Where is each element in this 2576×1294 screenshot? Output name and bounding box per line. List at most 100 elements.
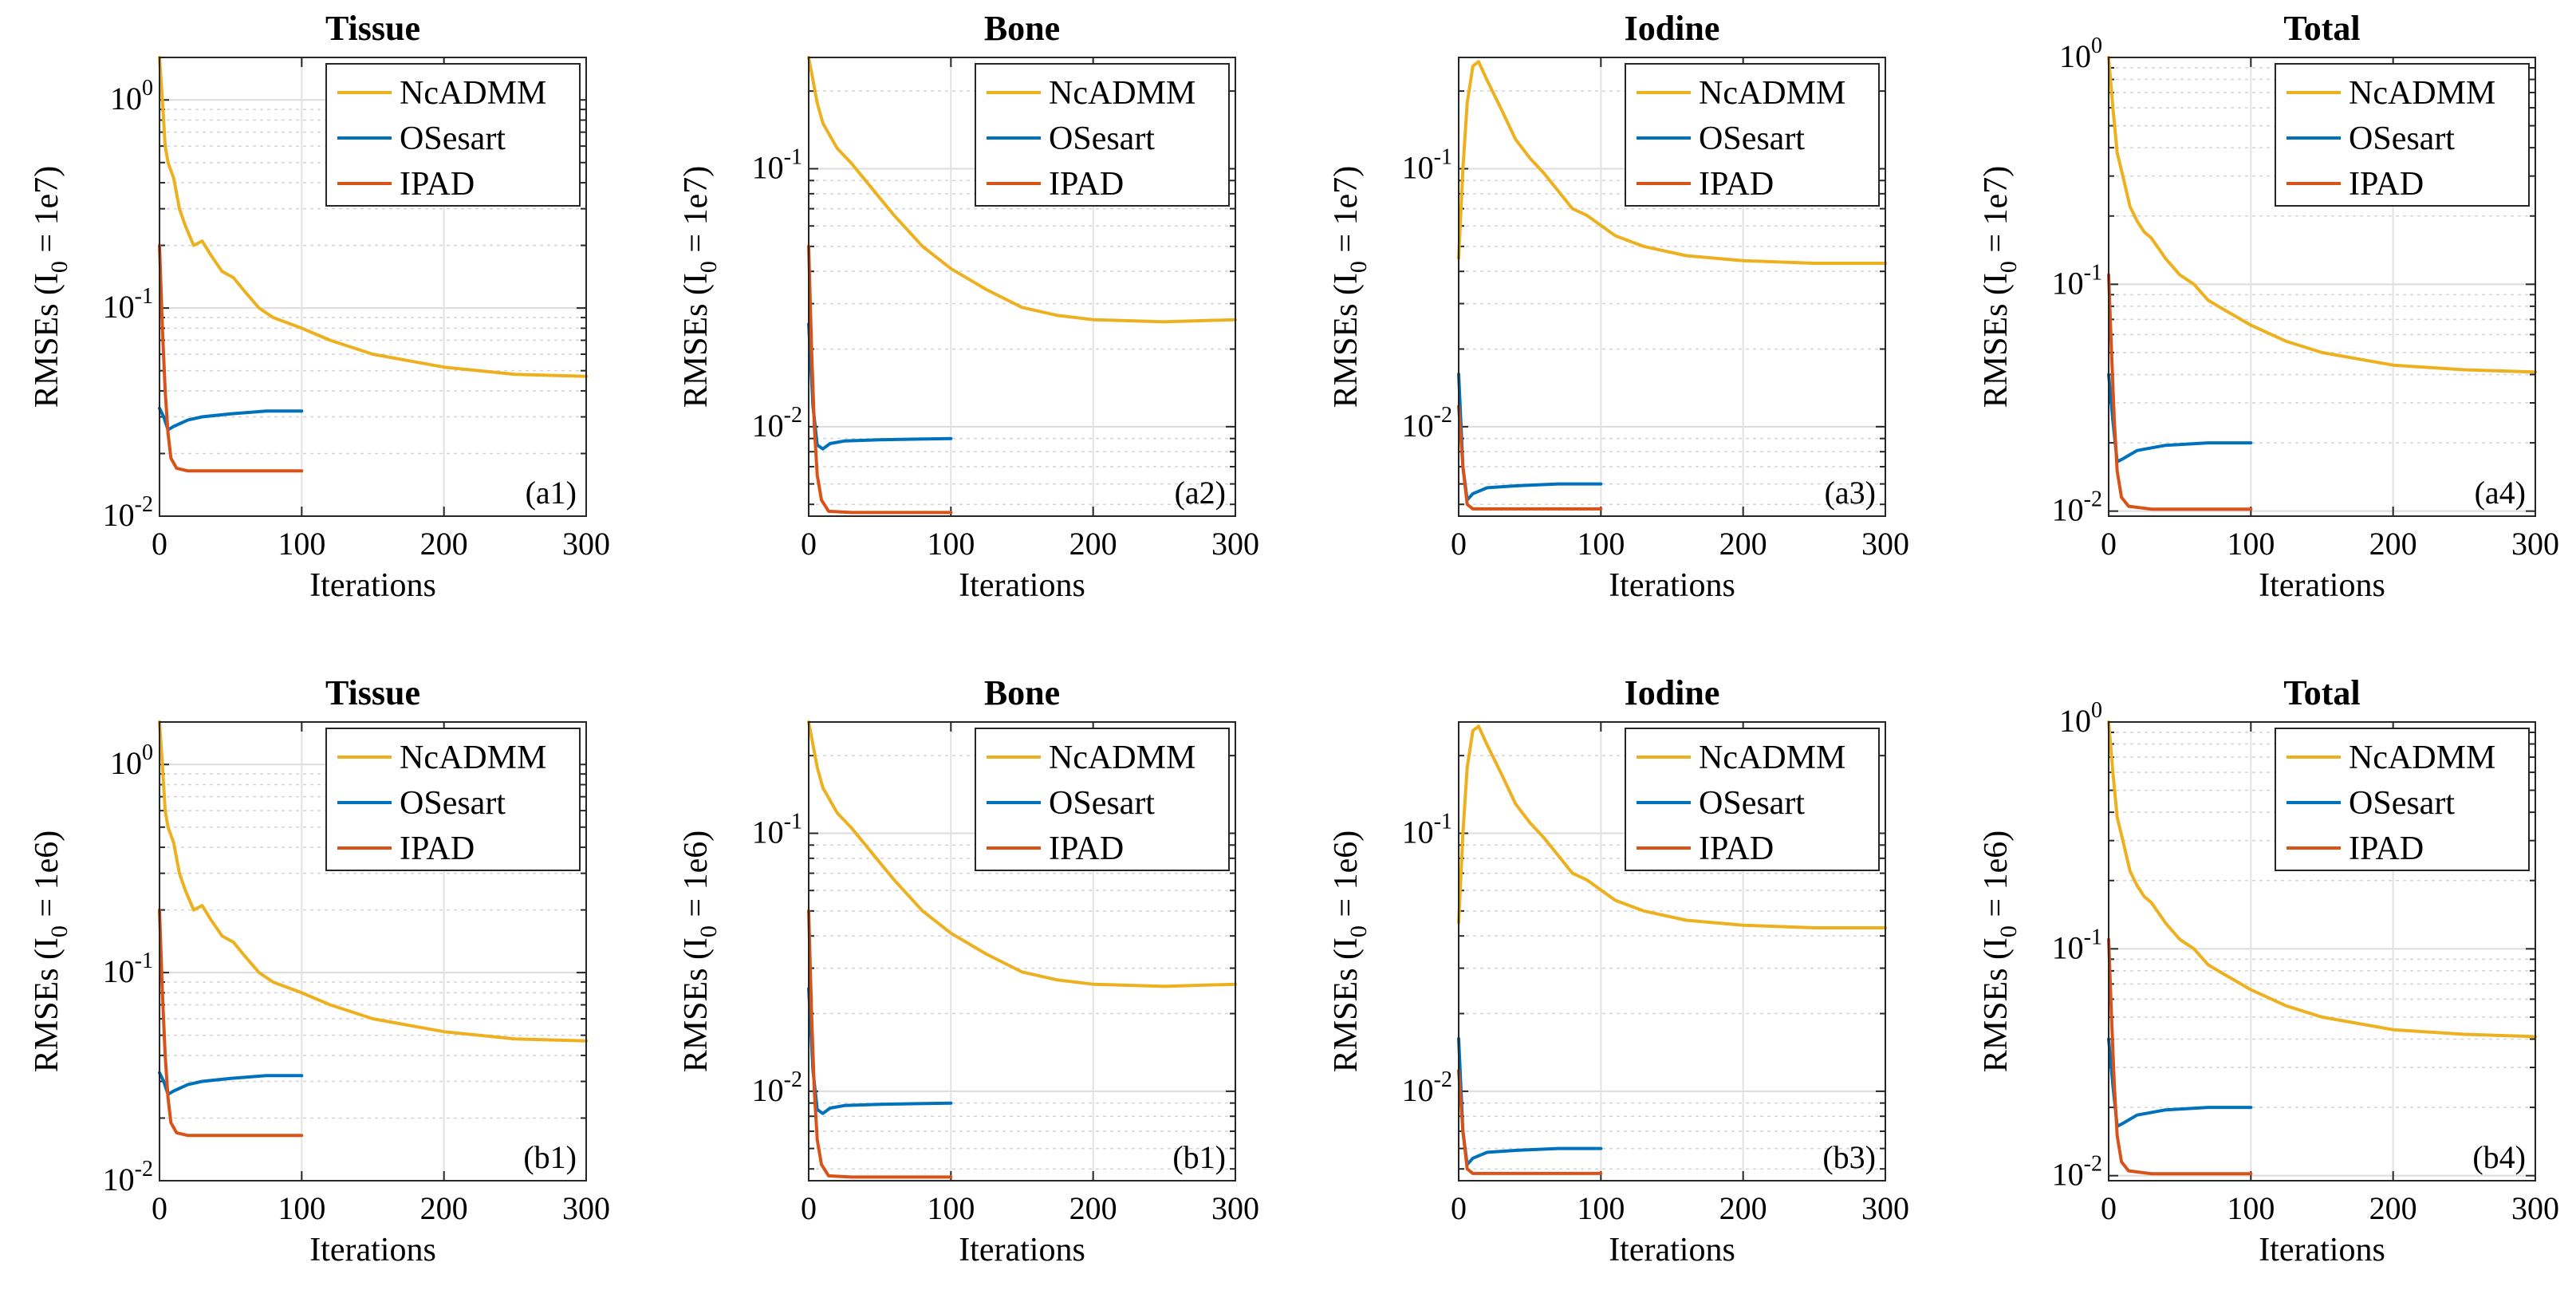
y-axis-label-prefix: RMSEs (I — [29, 937, 65, 1072]
legend: NcADMM OSesart IPAD — [325, 63, 581, 207]
legend: NcADMM OSesart IPAD — [975, 728, 1230, 871]
x-tick-label: 200 — [1069, 526, 1117, 562]
legend: NcADMM OSesart IPAD — [325, 728, 581, 871]
legend-entry-osesart: OSesart — [400, 785, 506, 822]
axes-box — [1458, 721, 1886, 1182]
y-tick-exponent: -2 — [784, 1067, 802, 1092]
x-tick-label: 300 — [1861, 526, 1909, 562]
axes-box — [2108, 57, 2536, 517]
y-axis-label: RMSEs (I0 = 1e7) — [1328, 166, 1372, 408]
y-tick-base: 10 — [2052, 265, 2084, 301]
y-tick-exponent: -1 — [1434, 809, 1452, 834]
y-tick-base: 10 — [1402, 408, 1434, 444]
y-axis-label: RMSEs (I0 = 1e7) — [678, 166, 722, 408]
y-tick-base: 10 — [752, 149, 784, 185]
x-tick-label: 200 — [1069, 1190, 1117, 1226]
panel-tag: (a1) — [526, 475, 577, 511]
series-line-ipad — [2107, 937, 2253, 1176]
series-line-ipad — [807, 244, 953, 515]
y-tick-base: 10 — [752, 1072, 784, 1108]
series-line-ncadmm — [1457, 60, 1887, 265]
y-tick-exponent: -1 — [2084, 260, 2102, 285]
x-tick-label: 0 — [1451, 526, 1467, 562]
y-axis-label-subscript: 0 — [1995, 261, 2022, 273]
legend: NcADMM OSesart IPAD — [2275, 728, 2530, 871]
legend-entry-ncadmm: NcADMM — [2349, 740, 2495, 776]
legend-entry-ipad: IPAD — [400, 830, 475, 867]
chart-title: Tissue — [325, 673, 420, 712]
series-line-ncadmm — [807, 720, 1237, 988]
series-line-osesart — [158, 1071, 304, 1096]
y-tick-base: 10 — [103, 497, 135, 533]
y-tick-base: 10 — [103, 289, 135, 325]
legend-entry-ncadmm: NcADMM — [400, 75, 546, 112]
y-tick-base: 10 — [103, 1162, 135, 1197]
chart-title: Total — [2283, 673, 2360, 712]
x-tick-label: 100 — [278, 1190, 325, 1226]
y-tick-exponent: -1 — [784, 809, 802, 834]
y-axis-label-suffix: = 1e7) — [1978, 166, 2015, 261]
x-tick-label: 200 — [1719, 1190, 1767, 1226]
y-tick-exponent: -1 — [135, 284, 153, 309]
axes-box — [159, 57, 587, 517]
y-tick-exponent: -2 — [135, 1157, 153, 1182]
y-axis-label-subscript: 0 — [46, 925, 73, 937]
x-tick-label: 300 — [562, 1190, 610, 1226]
y-tick-exponent: -1 — [2084, 925, 2102, 949]
y-tick-label: 10-2 — [103, 492, 153, 533]
y-tick-label: 10-2 — [1402, 1067, 1452, 1108]
y-axis-label-prefix: RMSEs (I — [678, 273, 715, 408]
legend-entry-osesart: OSesart — [2349, 120, 2455, 157]
y-axis-label-subscript: 0 — [1995, 925, 2022, 937]
y-axis-label-suffix: = 1e7) — [1328, 166, 1365, 261]
y-tick-base: 10 — [2052, 492, 2084, 528]
y-tick-exponent: 0 — [142, 76, 153, 101]
y-axis-label-suffix: = 1e7) — [29, 166, 65, 261]
chart-title: Bone — [984, 673, 1060, 712]
x-tick-label: 0 — [801, 526, 817, 562]
y-axis-label-suffix: = 1e6) — [1328, 830, 1365, 925]
y-tick-exponent: -2 — [135, 492, 153, 517]
chart-title: Tissue — [325, 9, 420, 48]
legend-entry-ncadmm: NcADMM — [1699, 740, 1845, 776]
y-tick-label: 10-1 — [2052, 925, 2102, 965]
y-axis-label-prefix: RMSEs (I — [678, 937, 715, 1072]
x-tick-label: 0 — [1451, 1190, 1467, 1226]
panel-tag: (a4) — [2475, 475, 2526, 511]
y-tick-exponent: -1 — [1434, 144, 1452, 169]
legend: NcADMM OSesart IPAD — [1625, 728, 1880, 871]
y-axis-label-prefix: RMSEs (I — [1328, 937, 1365, 1072]
x-tick-label: 100 — [2227, 526, 2275, 562]
x-tick-label: 300 — [1861, 1190, 1909, 1226]
y-tick-exponent: -2 — [784, 403, 802, 428]
y-axis-label-subscript: 0 — [695, 261, 722, 273]
y-tick-label: 100 — [2059, 34, 2102, 74]
x-tick-label: 0 — [2101, 1190, 2117, 1226]
chart-panel-a1: 0 100 200 30010010-110-2NcADMMOSesartIPAD(a… — [29, 9, 610, 604]
x-tick-label: 0 — [2101, 526, 2117, 562]
x-axis-label: Iterations — [959, 567, 1085, 604]
panel-tag: (a3) — [1825, 475, 1876, 511]
x-tick-label: 300 — [1211, 526, 1259, 562]
chart-title: Total — [2283, 9, 2360, 48]
y-tick-base: 10 — [2059, 703, 2091, 739]
x-tick-label: 0 — [152, 526, 167, 562]
axes-box — [808, 57, 1236, 517]
x-tick-label: 0 — [801, 1190, 817, 1226]
y-tick-base: 10 — [752, 408, 784, 444]
chart-panel-b2: 0 100 200 30010-110-2NcADMMOSesartIPAD(b1)B… — [678, 673, 1259, 1268]
x-tick-label: 200 — [1719, 526, 1767, 562]
y-tick-label: 10-1 — [103, 284, 153, 325]
y-tick-exponent: 0 — [2091, 698, 2102, 723]
axes-box — [2108, 721, 2536, 1182]
legend-entry-osesart: OSesart — [2349, 785, 2455, 822]
legend-entry-ipad: IPAD — [1049, 830, 1124, 867]
x-tick-label: 0 — [152, 1190, 167, 1226]
y-tick-exponent: -2 — [1434, 1067, 1452, 1092]
y-tick-label: 10-2 — [2052, 1152, 2102, 1193]
y-tick-exponent: -2 — [2084, 1152, 2102, 1177]
x-tick-label: 300 — [1211, 1190, 1259, 1226]
axes-box — [1458, 57, 1886, 517]
y-tick-label: 100 — [110, 740, 153, 781]
